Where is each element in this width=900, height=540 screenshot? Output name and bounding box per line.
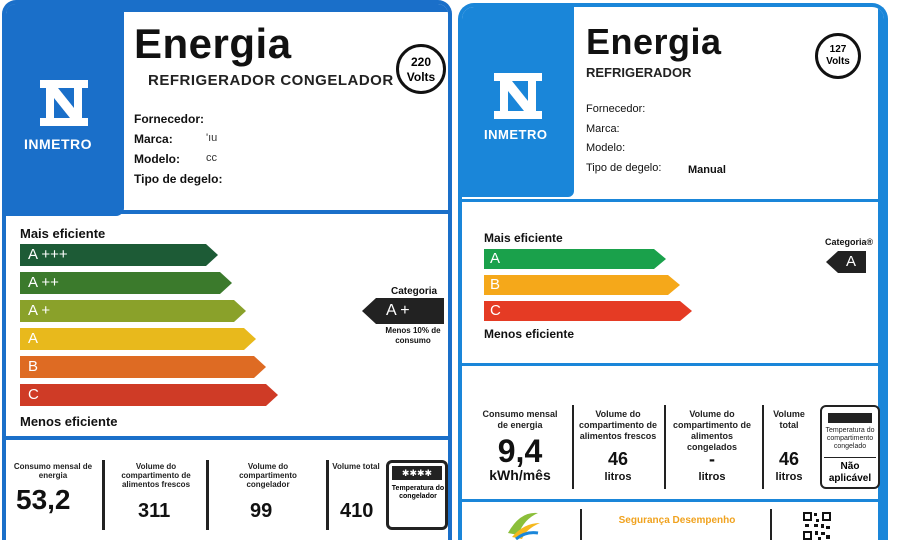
energy-label-right: INMETRO Energia REFRIGERADOR 127 Volts F…: [458, 3, 888, 540]
freezer-temp-bar: [828, 413, 872, 423]
col-consumption-title: Consumo mensal de energia: [13, 462, 93, 480]
voltage-unit: Volts: [826, 56, 850, 67]
class-arrow-b: B: [484, 275, 680, 295]
inmetro-logo-block: INMETRO: [462, 7, 574, 197]
more-efficient-label: Mais eficiente: [20, 226, 106, 241]
col-total-title: Volume total: [773, 409, 805, 430]
voltage-badge: 220 Volts: [396, 44, 446, 94]
energy-label-left: INMETRO Energia REFRIGERADOR CONGELADOR …: [2, 0, 452, 540]
voltage-value: 220: [410, 55, 432, 69]
category-arrow: A +: [362, 298, 444, 324]
divider-top: [6, 210, 448, 214]
class-arrow-a: A: [20, 328, 256, 350]
class-arrow-a2plus: A ++: [20, 272, 232, 294]
divider-middle: [462, 363, 884, 366]
class-arrow-c: C: [20, 384, 278, 406]
column-separator: [770, 509, 772, 540]
less-efficient-label: Menos eficiente: [20, 414, 118, 429]
col-fresh-unit: litros: [604, 471, 632, 483]
divider-bottom: [6, 436, 448, 440]
label-title: Energia: [586, 21, 722, 62]
col-freezer-value: 99: [250, 500, 273, 522]
col-frozen-unit: litros: [698, 471, 726, 483]
more-efficient-label: Mais eficiente: [484, 231, 563, 245]
col-frozen-title: Volume do compartimento de alimentos con…: [672, 409, 751, 452]
safety-performance-text: Segurança Desempenho: [618, 515, 736, 526]
divider-top: [462, 199, 884, 202]
field-tipo-degelo: Tipo de degelo:: [586, 162, 662, 174]
class-arrow-a3plus: A +++: [20, 244, 218, 266]
voltage-unit: Volts: [406, 70, 436, 84]
column-separator: [326, 460, 329, 530]
field-marca: Marca:: [134, 132, 173, 146]
field-fornecedor: Fornecedor:: [134, 112, 205, 126]
inmetro-logo-text: INMETRO: [484, 127, 548, 142]
category-arrow: A: [826, 251, 866, 273]
field-tipo-degelo: Tipo de degelo:: [134, 172, 223, 186]
col-consumption-unit: kWh/mês: [489, 467, 551, 483]
col-consumption-title: Consumo mensal de energia: [482, 409, 558, 430]
less-efficient-label: Menos eficiente: [484, 327, 575, 341]
qr-code-icon[interactable]: [802, 511, 832, 540]
field-modelo-value: cc: [206, 152, 217, 164]
category-title: Categoria®: [825, 237, 874, 247]
freezer-stars: ✱✱✱✱: [392, 466, 442, 480]
field-marca-value: 'ıu: [206, 132, 218, 144]
category-note: Menos 10% de consumo: [385, 326, 441, 345]
class-arrow-a: A: [484, 249, 666, 269]
field-marca: Marca:: [586, 123, 620, 135]
freezer-temp-box: Temperatura do compartimento congelado N…: [820, 405, 880, 489]
column-separator: [664, 405, 666, 489]
field-tipo-degelo-value: Manual: [688, 164, 726, 176]
inmetro-logo-icon: [494, 73, 542, 119]
label-title: Energia: [134, 20, 292, 67]
column-separator: [102, 460, 105, 530]
col-consumption-value: 9,4: [497, 433, 543, 469]
col-total-unit: litros: [775, 471, 803, 483]
col-freezer-title: Volume do compartimento congelador: [239, 462, 297, 489]
col-consumption-value: 53,2: [16, 484, 71, 515]
category-title: Categoria: [391, 286, 438, 297]
col-fresh-title: Volume do compartimento de alimentos fre…: [121, 462, 191, 489]
inmetro-logo-text: INMETRO: [24, 136, 93, 152]
col-total-value: 46: [778, 449, 800, 469]
col-total-value: 410: [340, 500, 374, 522]
side-band: [878, 7, 884, 540]
column-separator: [572, 405, 574, 489]
col-total-title: Volume total: [332, 462, 380, 471]
inmetro-logo-block: INMETRO: [6, 4, 124, 216]
swoosh-logo-icon: [508, 512, 540, 540]
col-fresh-value: 46: [607, 449, 629, 469]
col-frozen-value: -: [709, 449, 715, 469]
freezer-temp-title: Temperatura do congelador: [391, 485, 445, 500]
class-arrow-c: C: [484, 301, 692, 321]
field-modelo: Modelo:: [134, 152, 180, 166]
top-band: [6, 4, 448, 12]
field-modelo: Modelo:: [586, 142, 626, 154]
col-fresh-value: 311: [138, 500, 171, 522]
voltage-badge: 127 Volts: [815, 33, 861, 79]
field-fornecedor: Fornecedor:: [586, 103, 646, 115]
class-arrow-aplus: A +: [20, 300, 246, 322]
freezer-temp-value: Não aplicável: [824, 457, 876, 485]
column-separator: [206, 460, 209, 530]
col-fresh-title: Volume do compartimento de alimentos fre…: [578, 409, 657, 441]
class-arrow-b: B: [20, 356, 266, 378]
voltage-value: 127: [829, 44, 847, 55]
product-type: REFRIGERADOR CONGELADOR: [148, 72, 394, 89]
divider-bottom: [462, 499, 884, 502]
column-separator: [580, 509, 582, 540]
inmetro-logo-icon: [40, 80, 88, 126]
product-type: REFRIGERADOR: [586, 65, 692, 80]
freezer-temp-title: Temperatura do compartimento congelado: [825, 427, 875, 450]
column-separator: [762, 405, 764, 489]
freezer-temp-box: ✱✱✱✱ Temperatura do congelador: [386, 460, 448, 530]
